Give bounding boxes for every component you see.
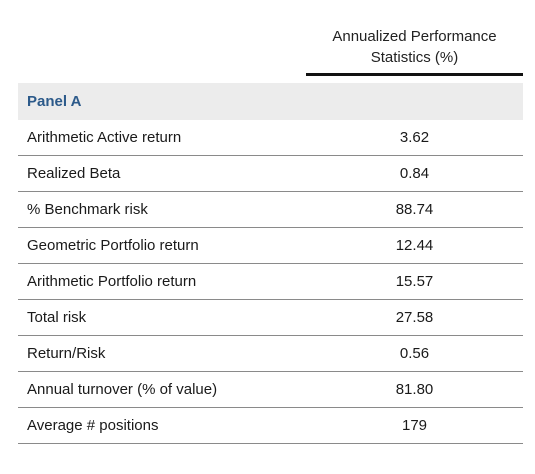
table-row: Arithmetic Portfolio return 15.57: [18, 264, 523, 300]
row-value: 12.44: [395, 237, 434, 254]
table-row: Geometric Portfolio return 12.44: [18, 228, 523, 264]
header-rule: [306, 73, 523, 76]
table-row: Average # positions 179: [18, 408, 523, 444]
row-label: Realized Beta: [27, 165, 121, 182]
row-label: % Benchmark risk: [27, 201, 148, 218]
row-value: 88.74: [395, 201, 434, 218]
row-value: 0.84: [399, 165, 430, 182]
column-header-line-1: Annualized Performance: [332, 28, 497, 45]
table-row: Annual turnover (% of value) 81.80: [18, 372, 523, 408]
panel-title: Panel A: [27, 93, 82, 110]
row-value: 0.56: [399, 345, 430, 362]
table-row: Arithmetic Active return 3.62: [18, 120, 523, 156]
row-label: Return/Risk: [27, 345, 106, 362]
row-value: 81.80: [395, 381, 434, 398]
row-label: Annual turnover (% of value): [27, 381, 218, 398]
table-row: % Benchmark risk 88.74: [18, 192, 523, 228]
row-label: Average # positions: [27, 417, 159, 434]
row-label: Geometric Portfolio return: [27, 237, 199, 254]
table-header: Annualized Performance Statistics (%): [18, 22, 523, 78]
row-value: 27.58: [395, 309, 434, 326]
table-row: Return/Risk 0.56: [18, 336, 523, 372]
row-label: Total risk: [27, 309, 87, 326]
row-value: 15.57: [395, 273, 434, 290]
row-value: 3.62: [399, 129, 430, 146]
column-header-annualized-performance: Annualized Performance Statistics (%): [306, 26, 523, 68]
panel-a-heading: Panel A: [18, 83, 523, 120]
row-label: Arithmetic Portfolio return: [27, 273, 197, 290]
row-value: 179: [401, 417, 428, 434]
performance-statistics-table: Annualized Performance Statistics (%) Pa…: [18, 22, 523, 444]
row-label: Arithmetic Active return: [27, 129, 182, 146]
column-header-line-2: Statistics (%): [370, 49, 459, 66]
table-row: Realized Beta 0.84: [18, 156, 523, 192]
table-row: Total risk 27.58: [18, 300, 523, 336]
